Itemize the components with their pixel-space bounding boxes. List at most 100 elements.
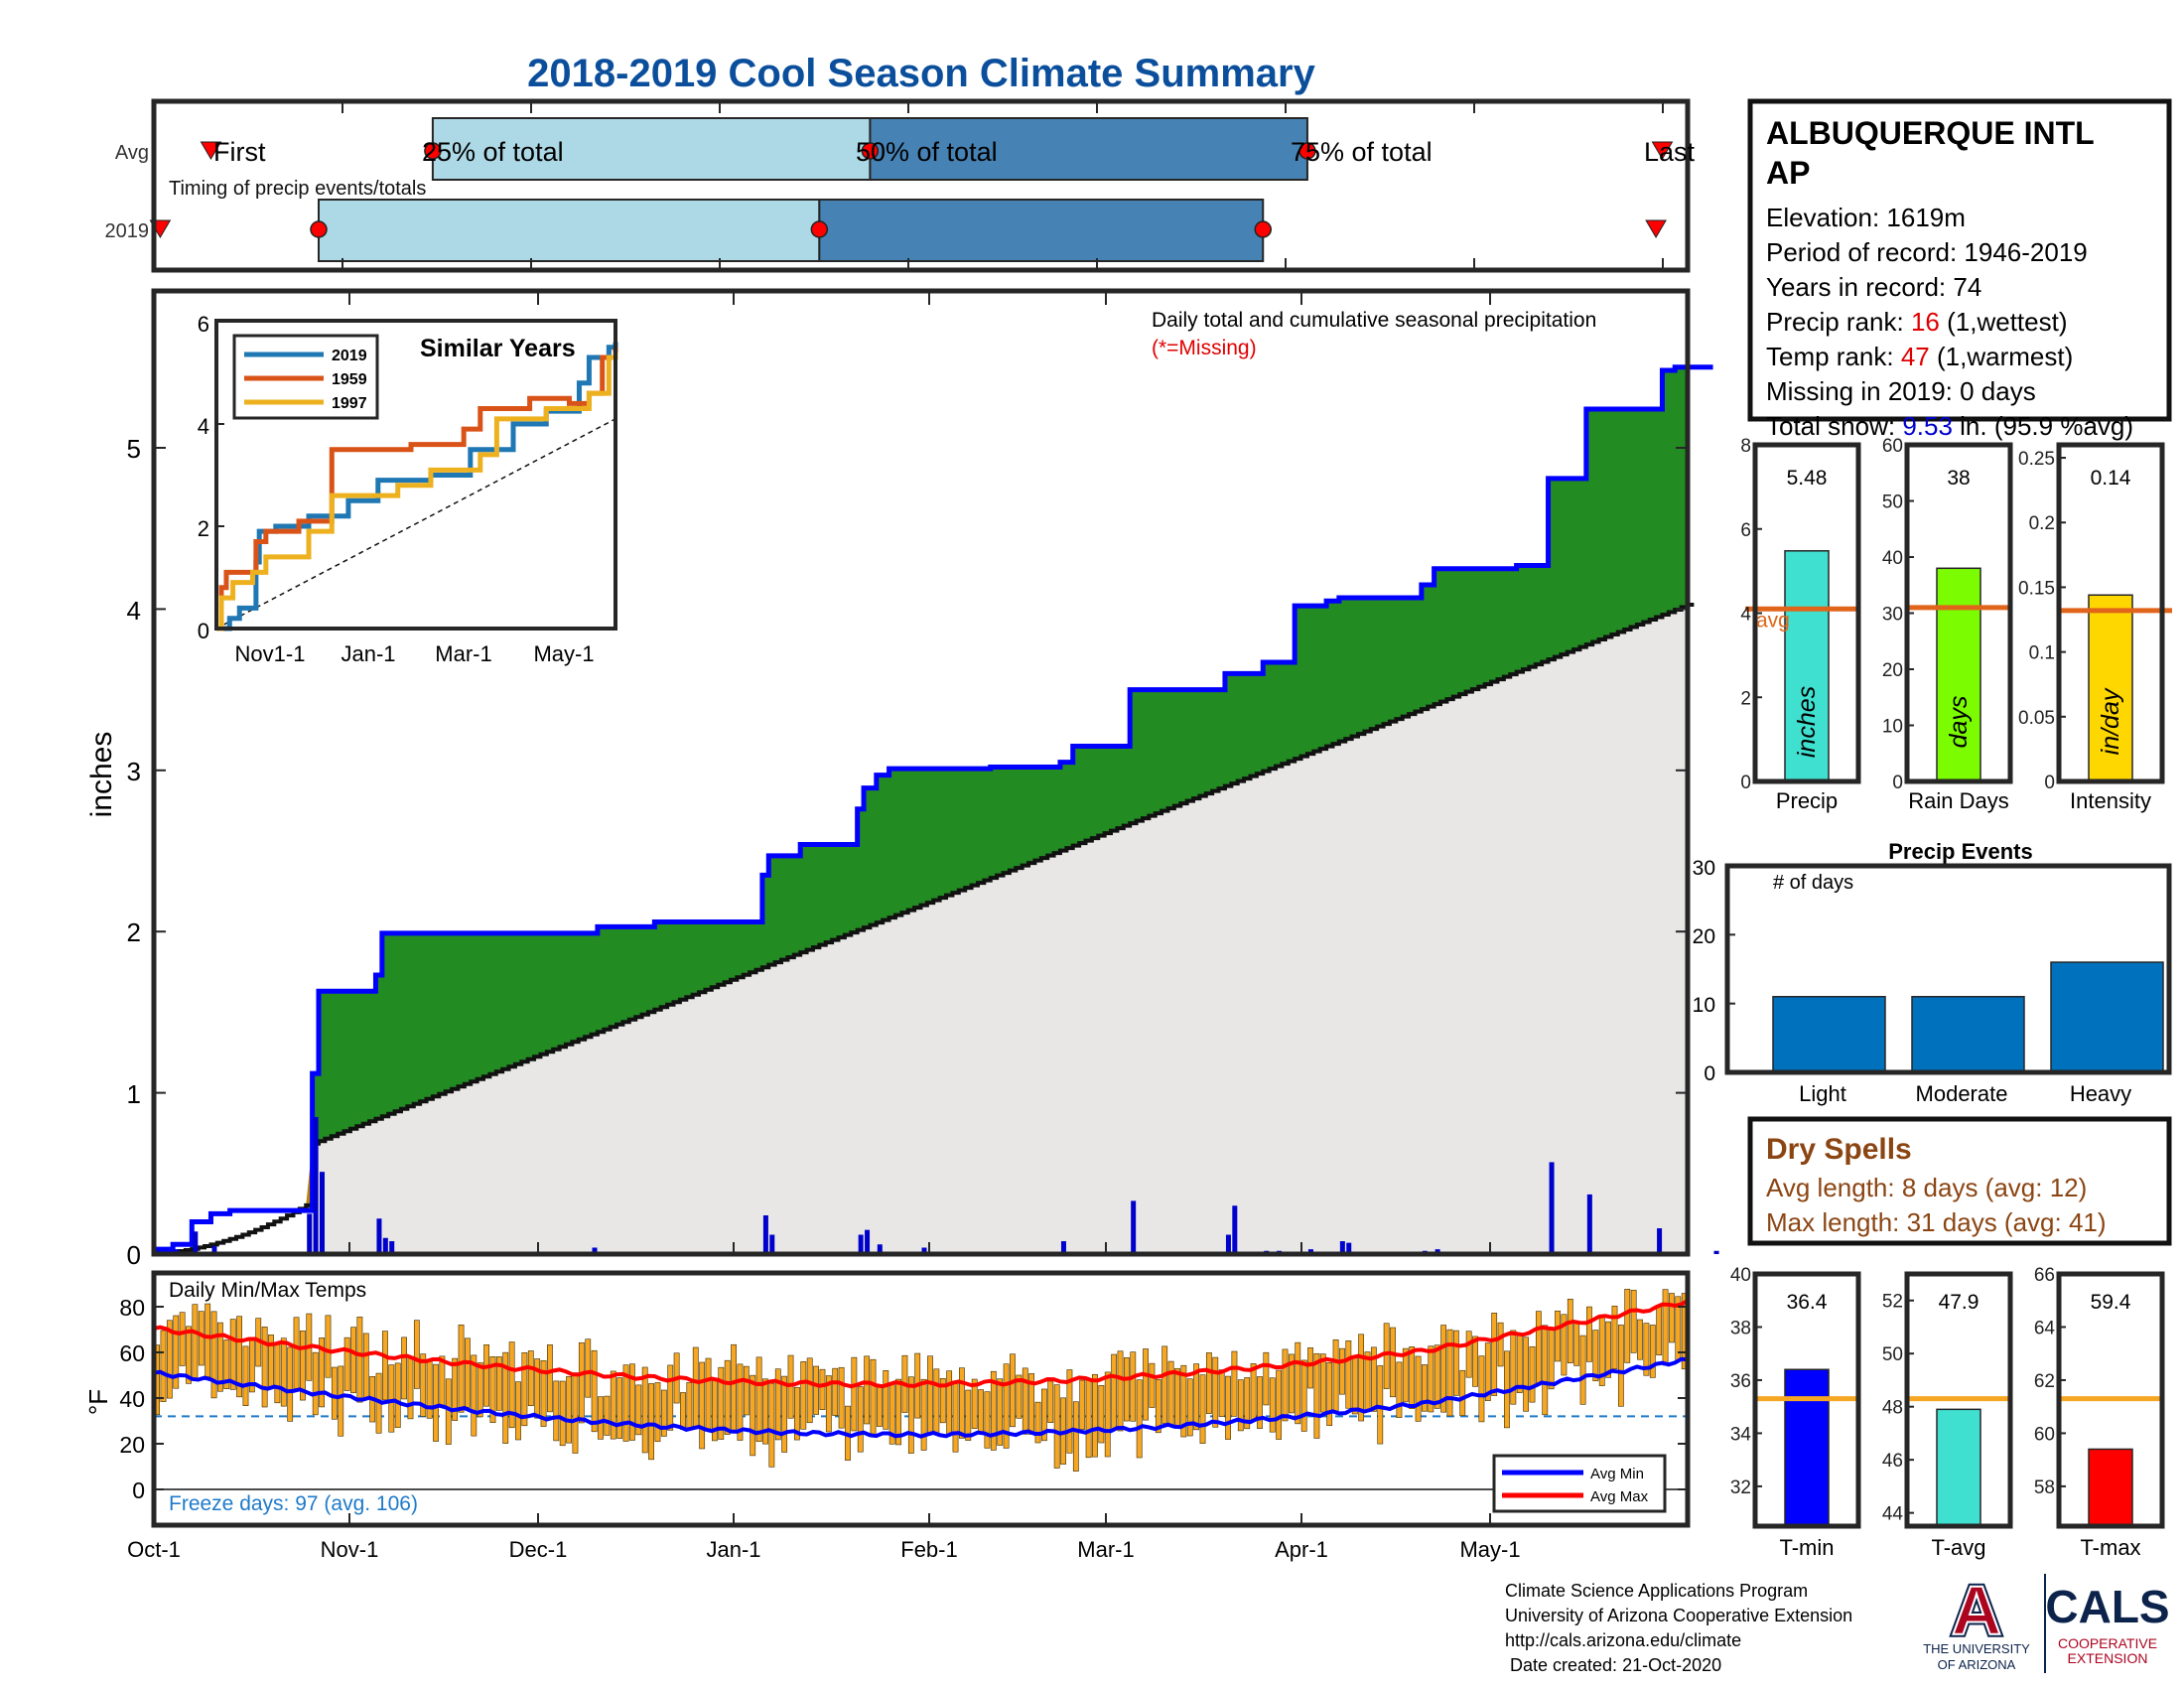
dry-spells-box: Dry Spells Avg length: 8 days (avg: 12) … — [1747, 1116, 2172, 1246]
daily-temp-bar — [388, 1364, 395, 1433]
daily-temp-bar — [825, 1375, 832, 1433]
daily-temp-bar — [433, 1363, 439, 1442]
daily-temp-bar — [1510, 1330, 1517, 1405]
daily-temp-bar — [616, 1377, 623, 1439]
daily-temp-bar — [439, 1355, 446, 1408]
daily-temp-bar — [743, 1365, 750, 1416]
daily-temp-bar — [1263, 1351, 1270, 1406]
daily-temp-bar — [1351, 1356, 1358, 1415]
daily-temp-bar — [997, 1378, 1004, 1446]
daily-precip-bar — [769, 1234, 775, 1254]
precip-events-bars — [1727, 865, 2164, 1073]
milestone-first-label: First — [213, 137, 266, 167]
main-ytick-label: 1 — [127, 1079, 141, 1109]
daily-temp-bar — [699, 1361, 706, 1450]
daily-temp-bar — [223, 1339, 230, 1389]
daily-temp-bar — [338, 1365, 344, 1437]
daily-temp-bar — [1104, 1371, 1111, 1458]
inset-frame — [214, 319, 617, 631]
station-name: ALBUQUERQUE INTL AP — [1766, 115, 2103, 191]
daily-temp-bar — [566, 1376, 572, 1444]
precip-events-bar-moderate — [1911, 995, 2025, 1073]
daily-temp-bar — [287, 1346, 294, 1422]
cals-logo: CALS COOPERATIVE EXTENSION — [2045, 1581, 2169, 1666]
daily-temp-bar — [813, 1365, 819, 1415]
daily-temp-bar — [1319, 1353, 1326, 1413]
tpanel-category-label: T-max — [2080, 1535, 2140, 1560]
daily-temp-bar — [762, 1378, 768, 1445]
month-axis: Oct-1 Nov-1 Dec-1 Jan-1 Feb-1 Mar-1 Apr-… — [127, 1537, 1520, 1562]
panel-value-label: 5.48 — [1787, 467, 1828, 490]
daily-temp-bar — [1003, 1363, 1010, 1449]
daily-temp-bar — [160, 1330, 167, 1402]
month-label: Jan-1 — [706, 1537, 760, 1562]
temp-rank-note: (1,warmest) — [1937, 342, 2073, 371]
missing-note: (*=Missing) — [1152, 337, 1257, 359]
avg-max-line — [153, 1299, 1689, 1389]
timing-marker-triangle — [1651, 141, 1674, 160]
daily-temp-bar — [1276, 1369, 1283, 1440]
panel-ytick-label: 20 — [1882, 660, 1903, 681]
month-label: Apr-1 — [1275, 1537, 1328, 1562]
daily-temp-bar — [877, 1385, 883, 1427]
footer-date: Date created: 21-Oct-2020 — [1505, 1655, 1721, 1675]
daily-temp-bar — [1459, 1369, 1466, 1417]
daily-temp-bar — [1555, 1310, 1561, 1362]
daily-temp-bar — [1092, 1373, 1098, 1458]
panel-value-label: 0.14 — [2091, 467, 2131, 490]
daily-precip-bar — [1586, 1194, 1592, 1254]
precip-events-bar-light — [1772, 995, 1886, 1073]
daily-temp-bar — [534, 1358, 541, 1419]
daily-temp-bar — [495, 1356, 502, 1411]
timing-row-label-2019: 2019 — [105, 220, 150, 242]
daily-temp-bar — [1624, 1289, 1631, 1363]
dry-spells-frame — [1747, 1116, 2172, 1246]
daily-precip-bar — [865, 1229, 871, 1254]
daily-temp-bar — [1364, 1351, 1371, 1411]
timing-panel-frame — [151, 98, 1691, 273]
daily-temp-bar — [864, 1355, 871, 1425]
panel-ytick-label: 4 — [1740, 605, 1751, 626]
main-ytick-label: 2 — [127, 917, 141, 947]
tpanel-ytick-label: 60 — [2034, 1424, 2055, 1445]
timing-marker-triangle — [200, 141, 222, 160]
daily-temp-bar — [1130, 1351, 1137, 1422]
daily-temp-bar — [907, 1376, 914, 1454]
panel-ytick-label: 40 — [1882, 548, 1903, 569]
daily-temp-bar — [598, 1396, 604, 1440]
daily-temp-bar — [718, 1366, 725, 1440]
main-ytick-label: 0 — [127, 1240, 141, 1270]
events-ytick-label: 20 — [1693, 925, 1715, 948]
daily-temp-bar — [604, 1395, 611, 1436]
daily-precip-bar — [211, 1245, 217, 1254]
tpanel-frame — [2056, 1271, 2165, 1529]
daily-precip-bar — [319, 1172, 325, 1254]
daily-temp-bar — [1561, 1314, 1568, 1376]
daily-temp-bar — [686, 1382, 693, 1429]
daily-temp-bar — [952, 1381, 959, 1453]
daily-temp-bar — [413, 1320, 420, 1389]
inset-ytick-label: 4 — [198, 414, 209, 439]
tpanel-ytick-label: 34 — [1730, 1424, 1752, 1445]
events-ytick-label: 30 — [1693, 857, 1715, 880]
daily-temp-bar — [971, 1378, 978, 1429]
month-label: Nov-1 — [321, 1537, 379, 1562]
snow-label: Total snow: — [1766, 411, 1895, 441]
tpanel-value-label: 47.9 — [1939, 1291, 1979, 1314]
daily-temp-bar — [1212, 1356, 1219, 1428]
cals-coop-line1: COOPERATIVE — [2058, 1635, 2157, 1651]
daily-temp-bar — [920, 1378, 927, 1451]
station-snow: Total snow: 9.53 in. (95.9 %avg) — [1766, 411, 2133, 441]
inset-ytick-label: 0 — [198, 619, 209, 643]
timing-marker-dot — [1254, 220, 1273, 238]
timing-marker-dot — [1298, 142, 1316, 160]
daily-precip-bar — [921, 1247, 927, 1254]
timing-panel-label: Timing of precip events/totals — [169, 178, 426, 200]
daily-temp-bar — [1047, 1380, 1054, 1423]
daily-temp-bar — [1123, 1356, 1130, 1422]
daily-temp-bar — [465, 1337, 471, 1408]
daily-temp-bar — [1218, 1369, 1225, 1417]
daily-temp-bar — [965, 1389, 972, 1441]
precip-rank-value: 16 — [1911, 307, 1940, 337]
